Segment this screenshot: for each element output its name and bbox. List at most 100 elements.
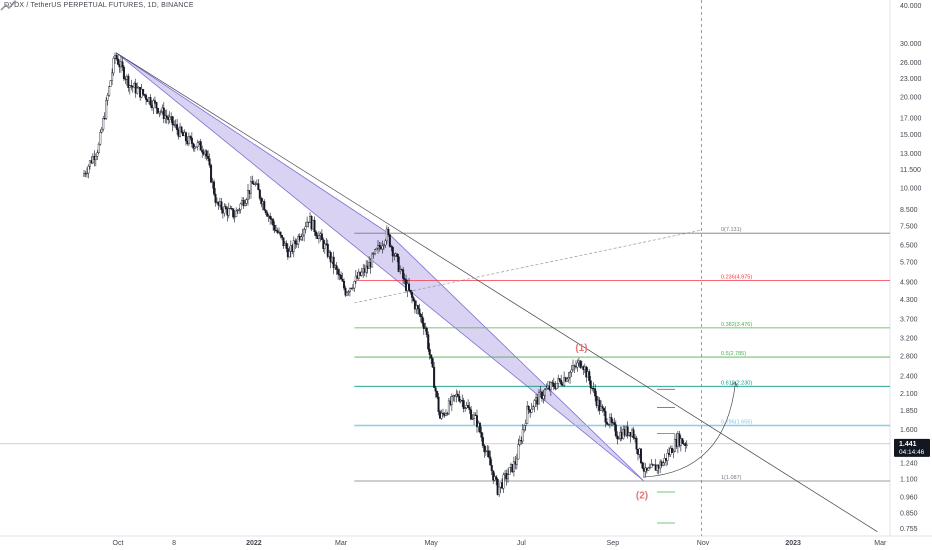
candle-body xyxy=(88,160,91,167)
candle-body xyxy=(444,412,447,416)
candle-body xyxy=(294,240,297,244)
trendline xyxy=(354,229,702,304)
candle-body xyxy=(238,209,241,211)
candle-body xyxy=(199,141,202,151)
candle-body xyxy=(523,425,526,430)
candle-body xyxy=(551,382,554,384)
candle-body xyxy=(480,431,483,438)
candle-body xyxy=(478,422,481,433)
candle-body xyxy=(236,210,239,212)
candle-body xyxy=(470,409,473,420)
candle-body xyxy=(614,424,617,436)
candle-body xyxy=(670,448,673,454)
candle-body xyxy=(468,407,471,411)
candle-body xyxy=(279,231,282,236)
candle-body xyxy=(538,391,541,405)
candle-body xyxy=(440,412,443,419)
candle-body xyxy=(412,297,415,301)
candle-body xyxy=(223,206,226,214)
price-tick-label: 2.800 xyxy=(900,353,918,360)
chart-title: DYDX / TetherUS PERPETUAL FUTURES, 1D, B… xyxy=(4,2,194,9)
candle-body xyxy=(184,132,187,142)
trendline xyxy=(116,52,878,532)
candle-body xyxy=(552,382,555,388)
candle-body xyxy=(557,378,560,384)
candle-body xyxy=(365,265,368,273)
candle-body xyxy=(442,412,445,415)
price-tick-label: 13.000 xyxy=(900,151,922,158)
candle-body xyxy=(576,362,579,368)
candle-body xyxy=(108,86,111,96)
candle-body xyxy=(208,158,211,166)
candle-body xyxy=(603,408,606,412)
candle-body xyxy=(549,382,552,390)
price-tick-label: 23.000 xyxy=(900,76,922,83)
candle-body xyxy=(421,316,424,324)
candle-body xyxy=(266,212,269,217)
triangle-pattern xyxy=(116,52,645,482)
fib-label: 0.382(3.476) xyxy=(721,322,752,328)
candle-body xyxy=(402,269,405,279)
candle-body xyxy=(558,378,561,381)
candle-body xyxy=(512,461,515,473)
candle-body xyxy=(348,287,351,292)
candle-body xyxy=(122,66,125,79)
time-tick-label: 2022 xyxy=(246,540,262,547)
candle-body xyxy=(605,422,608,425)
candle-body xyxy=(569,372,572,378)
candle-body xyxy=(483,445,486,453)
candle-body xyxy=(388,234,391,247)
candle-body xyxy=(540,391,543,399)
candle-body xyxy=(176,124,179,131)
candle-body xyxy=(130,85,133,87)
candle-body xyxy=(344,287,347,296)
candle-body xyxy=(111,72,114,81)
candle-body xyxy=(94,156,97,160)
candle-body xyxy=(475,415,478,428)
candle-body xyxy=(210,164,213,183)
candle-body xyxy=(685,444,688,446)
candle-body xyxy=(343,280,346,289)
candle-body xyxy=(326,243,329,257)
candle-body xyxy=(201,150,204,153)
candle-body xyxy=(416,305,419,310)
candle-body xyxy=(251,181,254,185)
candle-body xyxy=(301,234,304,237)
candle-body xyxy=(233,216,236,218)
candle-body xyxy=(391,246,394,257)
candle-body xyxy=(524,423,527,426)
price-tick-label: 11.500 xyxy=(900,167,921,174)
candle-body xyxy=(567,377,570,380)
candle-body xyxy=(610,417,613,423)
candle-body xyxy=(303,229,306,236)
fib-label: 0(7.131) xyxy=(721,227,742,233)
candle-body xyxy=(425,327,428,335)
candle-body xyxy=(431,358,434,368)
candle-body xyxy=(288,251,291,258)
candle-body xyxy=(526,405,529,424)
candle-body xyxy=(345,292,348,296)
candle-body xyxy=(387,228,390,235)
candle-body xyxy=(239,203,242,210)
candle-body xyxy=(145,95,148,100)
countdown-label: 04:14:46 xyxy=(899,449,925,456)
price-tick-label: 8.500 xyxy=(900,207,918,214)
wave-label-2: (2) xyxy=(636,491,648,502)
candle-body xyxy=(639,448,642,464)
candle-body xyxy=(464,407,467,409)
candle-body xyxy=(168,116,171,120)
candle-body xyxy=(427,334,430,350)
candle-body xyxy=(588,371,591,381)
candle-body xyxy=(292,240,295,252)
price-tick-label: 1.240 xyxy=(900,461,918,468)
projection-arrow-head xyxy=(731,381,738,388)
candle-body xyxy=(517,444,520,460)
price-tick-label: 4.900 xyxy=(900,280,918,287)
candle-body xyxy=(684,443,687,446)
candle-body xyxy=(545,388,548,390)
candle-body xyxy=(604,411,607,423)
candle-body xyxy=(607,423,610,426)
candle-body xyxy=(99,132,102,145)
